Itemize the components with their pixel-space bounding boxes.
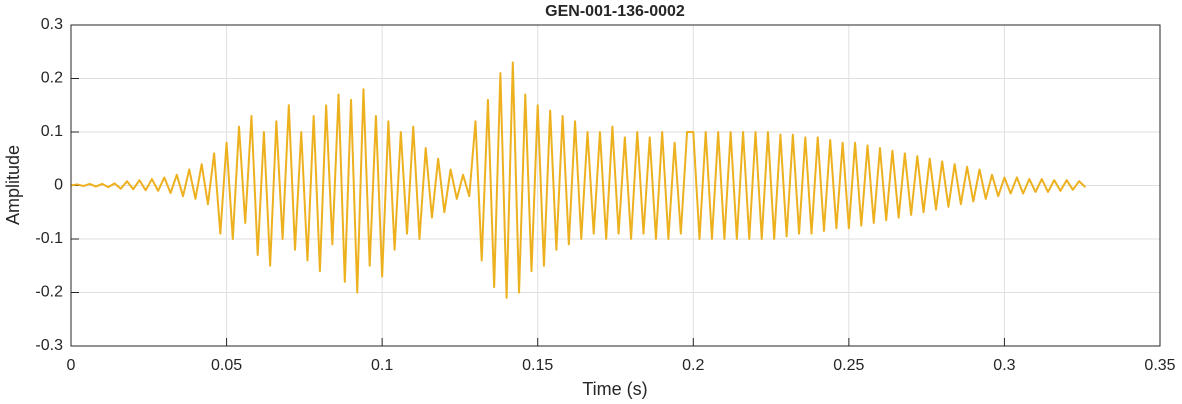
x-tick-label: 0.15: [522, 357, 553, 374]
y-tick-label: 0.2: [41, 70, 63, 87]
x-tick-label: 0.05: [211, 357, 242, 374]
y-tick-label: 0.1: [41, 123, 63, 140]
axes-box: [70, 24, 1161, 347]
y-axis-label: Amplitude: [3, 145, 23, 225]
y-tick-label: -0.2: [35, 284, 63, 301]
x-tick-label: 0.1: [371, 357, 393, 374]
x-tick-label: 0.3: [993, 357, 1015, 374]
x-tick-label: 0.2: [682, 357, 704, 374]
chart-title: GEN-001-136-0002: [545, 3, 685, 20]
y-tick-label: 0: [54, 177, 63, 194]
line-series: [70, 61, 1087, 299]
x-tick-label: 0.35: [1144, 357, 1175, 374]
y-tick-label: 0.3: [41, 16, 63, 33]
x-axis-label: Time (s): [582, 379, 647, 399]
x-tick-label: 0: [67, 357, 76, 374]
y-tick-label: -0.3: [35, 337, 63, 354]
x-tick-label: 0.25: [833, 357, 864, 374]
y-tick-label: -0.1: [35, 230, 63, 247]
